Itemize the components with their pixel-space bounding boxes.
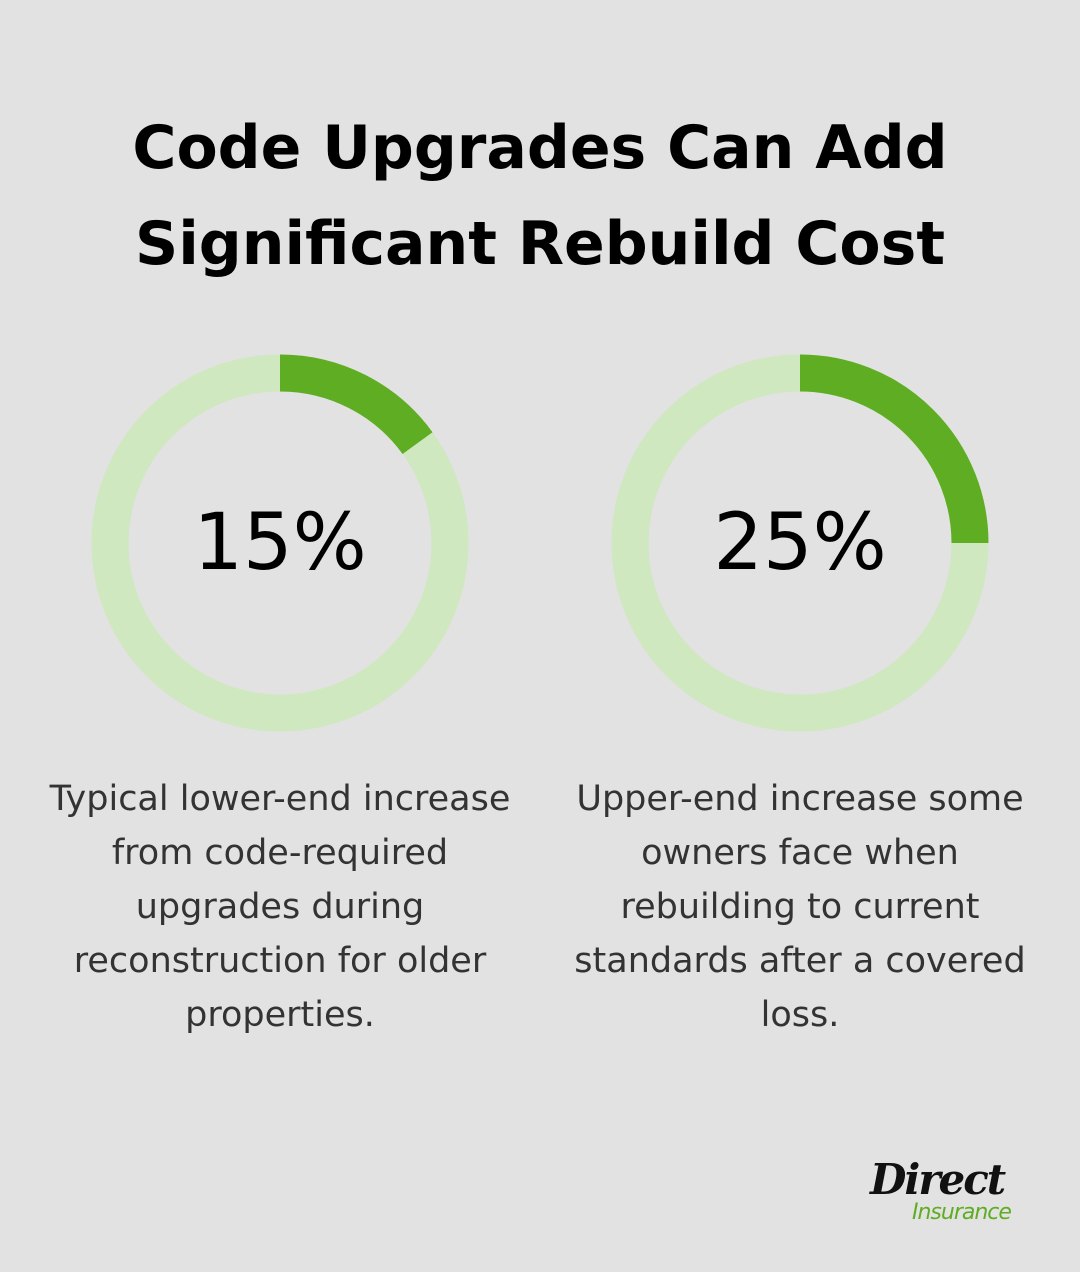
value-label: 15%: [193, 498, 366, 588]
donut-segment: [279, 354, 433, 455]
donut-svg: 25%: [611, 354, 989, 732]
donut-segment: [799, 354, 989, 544]
logo-tagline: Insurance: [912, 1200, 1012, 1225]
caption: Typical lower-end increase from code-req…: [49, 779, 511, 1035]
caption: Upper-end increase some owners face when…: [574, 779, 1026, 1035]
donut-svg: 15%: [91, 354, 469, 732]
donut-chart: 15%: [20, 350, 540, 736]
title: Code Upgrades Can Add Significant Rebuil…: [132, 113, 948, 279]
logo: Direct Insurance: [870, 1158, 1040, 1224]
value-label: 25%: [713, 498, 886, 588]
logo-name: Direct: [870, 1155, 1006, 1204]
donut-chart: 25%: [540, 350, 1060, 736]
